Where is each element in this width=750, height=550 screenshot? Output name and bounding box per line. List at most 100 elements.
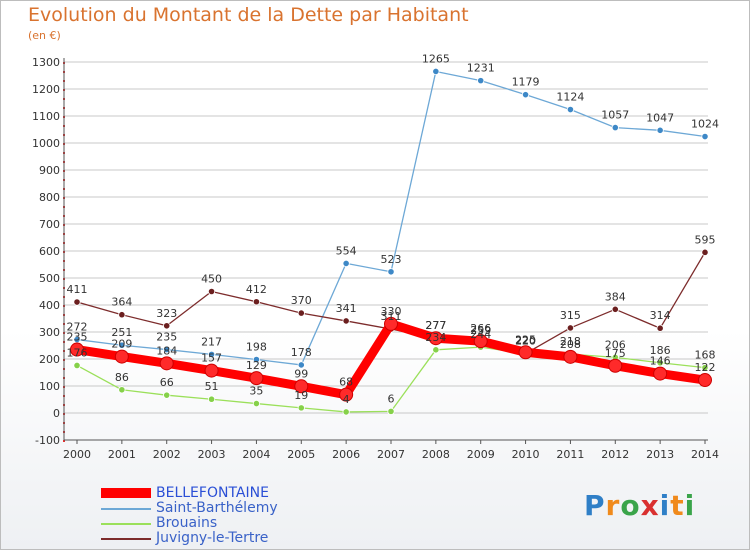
data-point — [566, 105, 575, 114]
data-point — [249, 371, 264, 386]
data-point — [118, 341, 126, 349]
data-label: 6 — [388, 392, 395, 405]
logo-letter: r — [605, 489, 621, 522]
data-point — [387, 268, 395, 276]
y-tick-label: 300 — [39, 326, 60, 339]
data-label: 217 — [201, 335, 222, 348]
data-point — [701, 364, 709, 372]
data-label: 186 — [650, 344, 671, 357]
x-tick-label: 2013 — [646, 448, 674, 461]
data-label: 315 — [560, 309, 581, 322]
data-label: 411 — [67, 283, 88, 296]
x-tick-label: 2014 — [691, 448, 719, 461]
data-label: 412 — [246, 283, 267, 296]
data-point — [611, 305, 619, 313]
data-label: 209 — [111, 338, 132, 351]
data-point — [384, 316, 398, 331]
x-tick-label: 2003 — [198, 448, 226, 461]
x-tick-label: 2012 — [601, 448, 629, 461]
x-tick-label: 2006 — [332, 448, 360, 461]
legend-swatch — [101, 508, 151, 510]
data-point — [114, 349, 129, 364]
chart-subtitle: (en €) — [28, 29, 61, 42]
data-point — [698, 373, 712, 388]
legend-swatch — [101, 488, 151, 498]
data-point — [432, 67, 440, 76]
data-label: 235 — [67, 331, 88, 344]
y-tick-label: 200 — [39, 353, 60, 366]
data-point — [518, 345, 533, 360]
data-label: 206 — [605, 338, 626, 351]
data-label: 384 — [605, 290, 626, 303]
y-tick-label: 1100 — [32, 110, 60, 123]
data-point — [342, 259, 350, 268]
y-tick-label: 900 — [39, 164, 60, 177]
data-label: 129 — [246, 359, 267, 372]
data-label: 1179 — [512, 76, 540, 89]
data-label: 370 — [291, 294, 312, 307]
data-label: 314 — [650, 309, 671, 322]
data-point — [432, 346, 440, 354]
data-label: 168 — [695, 349, 716, 362]
data-point — [342, 408, 350, 416]
data-label: 99 — [294, 367, 308, 380]
data-point — [473, 334, 488, 349]
data-label: 1231 — [467, 62, 495, 75]
legend-swatch — [101, 538, 151, 540]
axis-dot — [63, 440, 65, 442]
data-point — [428, 331, 443, 346]
data-point — [252, 399, 261, 408]
x-tick-label: 2000 — [63, 448, 91, 461]
data-point — [297, 361, 305, 369]
data-point — [297, 404, 305, 412]
legend-label: Saint-Barthélemy — [156, 500, 278, 516]
data-point — [656, 126, 664, 134]
data-label: 4 — [343, 393, 350, 406]
data-label: 220 — [515, 335, 536, 348]
data-point — [118, 311, 126, 319]
y-tick-label: 1300 — [32, 56, 60, 69]
y-tick-label: 1200 — [32, 83, 60, 96]
data-label: 272 — [67, 321, 88, 334]
data-label: 122 — [695, 361, 716, 374]
y-tick-label: 0 — [53, 407, 60, 420]
x-tick-label: 2011 — [556, 448, 584, 461]
logo-letter: x — [640, 489, 660, 522]
data-label: 157 — [201, 352, 222, 365]
data-label: 146 — [650, 355, 671, 368]
data-label: 1265 — [422, 52, 450, 65]
data-label: 341 — [336, 302, 357, 315]
chart-title: Evolution du Montant de la Dette par Hab… — [28, 4, 469, 26]
data-point — [163, 322, 171, 330]
data-label: 330 — [381, 305, 402, 318]
data-label: 51 — [205, 380, 219, 393]
data-point — [252, 298, 261, 306]
data-point — [656, 359, 664, 367]
data-point — [159, 356, 174, 371]
data-point — [342, 317, 350, 325]
logo-letter: i — [684, 489, 696, 522]
legend-label: BELLEFONTAINE — [156, 485, 269, 501]
data-point — [653, 366, 668, 381]
x-tick-label: 2007 — [377, 448, 405, 461]
x-tick-label: 2008 — [422, 448, 450, 461]
data-point — [252, 355, 261, 364]
data-label: 184 — [156, 344, 177, 357]
data-label: 554 — [336, 244, 357, 257]
data-label: 277 — [425, 319, 446, 332]
data-label: 311 — [381, 310, 402, 323]
data-label: 251 — [111, 326, 132, 339]
data-point — [387, 407, 395, 415]
y-tick-label: 100 — [39, 380, 60, 393]
data-label: 235 — [156, 331, 177, 344]
y-tick-label: 700 — [39, 218, 60, 231]
legend-swatch — [101, 523, 151, 525]
data-point — [608, 358, 623, 373]
y-tick-label: -100 — [35, 434, 60, 447]
data-label: 66 — [160, 376, 174, 389]
data-point — [294, 379, 309, 394]
y-tick-label: 800 — [39, 191, 60, 204]
x-tick-label: 2004 — [242, 448, 270, 461]
data-point — [163, 345, 171, 354]
data-label: 198 — [246, 341, 267, 354]
